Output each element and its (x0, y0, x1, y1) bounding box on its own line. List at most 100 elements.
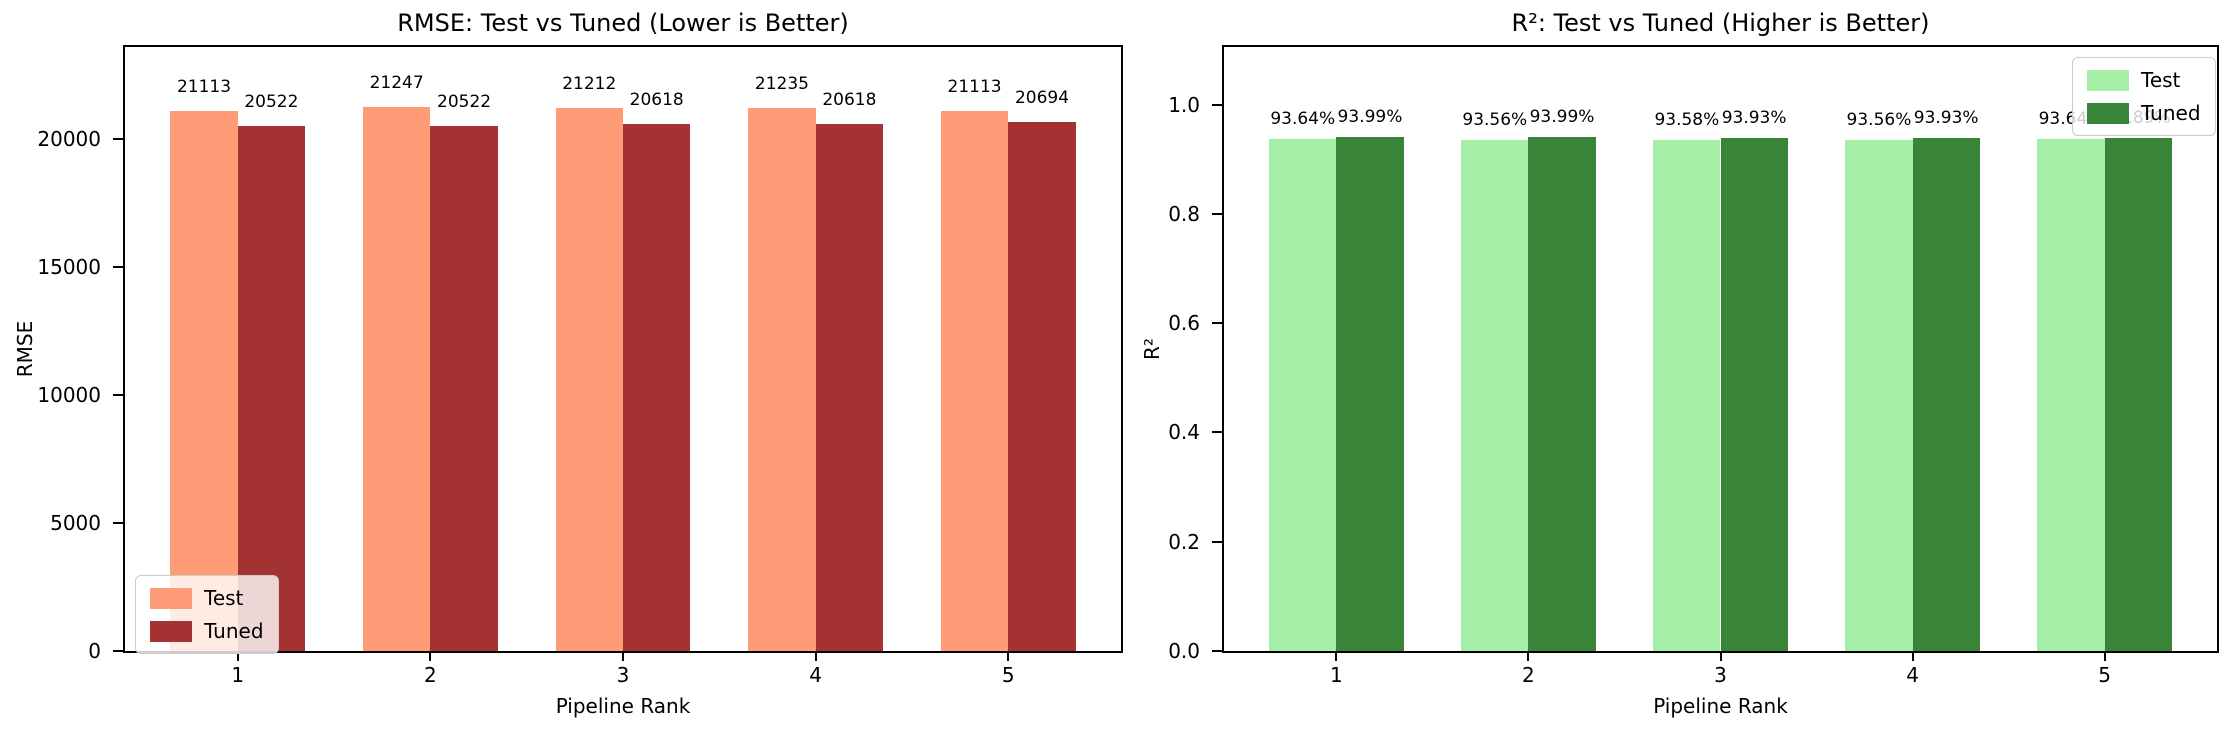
tuned-swatch-icon (2087, 102, 2129, 124)
r2-legend: Test Tuned (2072, 57, 2216, 136)
y-tick-mark (113, 138, 123, 141)
y-tick-label: 5000 (50, 511, 101, 536)
x-tick-label: 2 (423, 663, 437, 687)
x-tick-label: 4 (1906, 663, 1919, 687)
y-tick-label: 20000 (37, 127, 101, 152)
y-tick-label: 1.0 (1168, 92, 1200, 117)
bar (2104, 138, 2172, 651)
x-tick-label: 2 (1522, 663, 1535, 687)
y-tick-mark (113, 394, 123, 397)
bar (1653, 139, 1721, 651)
y-tick-label: 0.0 (1168, 639, 1200, 663)
bar (940, 110, 1009, 651)
legend-row-test: Test (150, 586, 264, 610)
y-tick-mark (1212, 322, 1222, 325)
legend-row-tuned: Tuned (2087, 101, 2201, 125)
y-tick-label: 0.6 (1168, 311, 1200, 336)
x-tick-label: 1 (231, 663, 245, 687)
bar (1720, 137, 1788, 651)
bar-value-label: 20694 (1014, 87, 1070, 108)
rmse-plot-area: 0 5000 10000 15000 20000 1 2 3 4 5 21113 21247 21212… (37, 45, 1123, 687)
y-tick-mark (113, 266, 123, 269)
legend-row-test: Test (2087, 68, 2201, 92)
x-tick-mark (622, 651, 624, 661)
bar-value-label: 93.99% (1337, 107, 1403, 128)
rmse-y-axis-label: RMSE (13, 320, 37, 378)
x-tick-mark (1335, 651, 1338, 661)
rmse-chart-title: RMSE: Test vs Tuned (Lower is Better) (397, 9, 849, 37)
bar (1912, 137, 1980, 651)
rmse-legend: Test Tuned (135, 575, 279, 654)
y-tick-mark (1212, 103, 1222, 106)
r2-plot-area: 0.0 0.2 0.4 0.6 0.8 1.0 1 2 3 4 5 93.64% 93.56% 93.58… (1168, 45, 2219, 687)
bar (362, 107, 431, 651)
bar-value-label: 21247 (369, 73, 424, 94)
bar-value-label: 21113 (176, 76, 232, 97)
x-tick-label: 1 (1329, 663, 1343, 687)
legend-label-tuned: Tuned (204, 619, 264, 643)
bar-value-label: 93.64% (1270, 109, 1336, 130)
bar-value-label: 21235 (754, 73, 809, 94)
r2-y-axis-label: R² (1140, 338, 1164, 360)
x-tick-mark (1719, 651, 1722, 661)
y-tick-label: 0.2 (1168, 529, 1200, 554)
bar-value-label: 93.99% (1529, 107, 1595, 128)
bar (430, 126, 498, 651)
bar (170, 110, 238, 651)
bar (1461, 139, 1529, 651)
x-tick-label: 5 (2098, 663, 2111, 687)
y-tick-mark (113, 522, 123, 525)
bar-value-label: 93.93% (1721, 107, 1787, 128)
x-tick-mark (2103, 651, 2106, 661)
legend-row-tuned: Tuned (150, 619, 264, 643)
y-tick-mark (1212, 540, 1222, 543)
x-tick-mark (236, 651, 239, 661)
bar-value-label: 20618 (629, 89, 684, 110)
bar (1845, 139, 1913, 651)
bar (1528, 137, 1596, 651)
y-tick-label: 0.4 (1168, 420, 1200, 445)
x-tick-label: 3 (1714, 663, 1727, 687)
y-tick-mark (1212, 650, 1222, 652)
bar-value-label: 20522 (244, 92, 299, 113)
y-tick-label: 0 (88, 639, 101, 663)
y-tick-label: 0.8 (1168, 201, 1200, 226)
bar-value-label: 20618 (822, 89, 877, 110)
y-tick-mark (1212, 212, 1222, 215)
x-tick-label: 3 (616, 663, 630, 687)
bar-value-label: 21212 (562, 74, 617, 95)
x-tick-label: 4 (809, 663, 822, 687)
x-tick-label: 5 (1001, 663, 1015, 687)
bar (2037, 139, 2105, 651)
bar (1008, 121, 1076, 651)
bar (1336, 137, 1404, 651)
test-swatch-icon (2087, 69, 2129, 91)
bar-value-label: 93.93% (1913, 107, 1979, 128)
x-tick-mark (1911, 651, 1914, 661)
rmse-x-axis-label: Pipeline Rank (555, 694, 691, 718)
y-tick-mark (113, 650, 123, 652)
bar-value-label: 21113 (947, 76, 1002, 97)
tuned-swatch-icon (150, 620, 192, 642)
x-tick-mark (814, 651, 817, 661)
x-tick-mark (1527, 651, 1530, 661)
bar (748, 107, 816, 651)
bar (1269, 139, 1337, 651)
bar-value-label: 20522 (437, 92, 492, 113)
bar-value-label: 93.58% (1654, 109, 1720, 130)
bar (237, 126, 306, 651)
legend-label-tuned: Tuned (2141, 101, 2201, 125)
x-tick-mark (1007, 651, 1010, 661)
y-tick-label: 15000 (37, 255, 101, 280)
bar (815, 123, 884, 651)
bar-value-label: 93.56% (1846, 109, 1912, 130)
test-swatch-icon (150, 587, 192, 609)
y-tick-mark (1212, 431, 1222, 434)
r2-chart-title: R²: Test vs Tuned (Higher is Better) (1511, 9, 1930, 37)
r2-x-axis-label: Pipeline Rank (1653, 694, 1788, 718)
legend-label-test: Test (204, 586, 244, 610)
legend-label-test: Test (2141, 68, 2181, 92)
x-tick-mark (429, 651, 432, 661)
bar (555, 108, 623, 651)
